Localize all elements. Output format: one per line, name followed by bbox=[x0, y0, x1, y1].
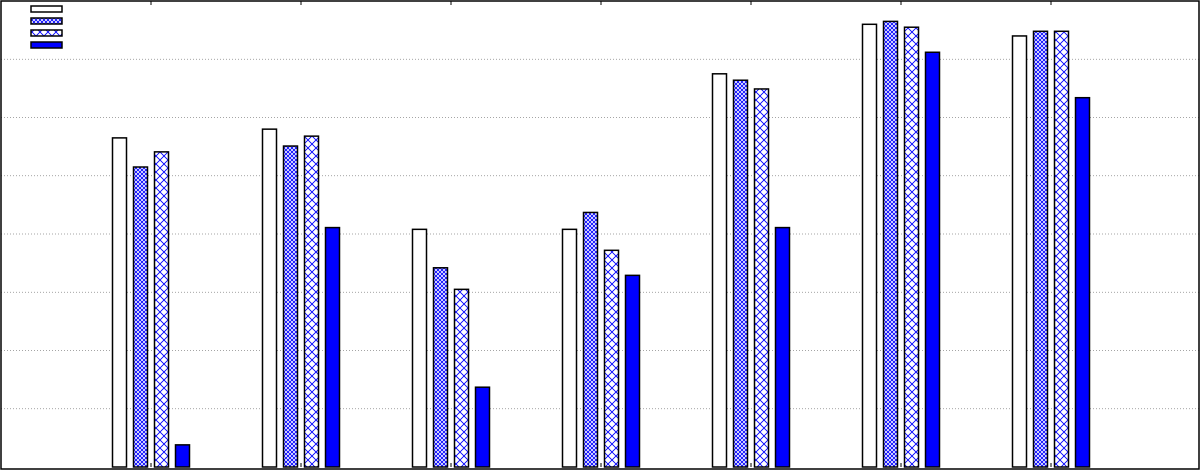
bar bbox=[624, 274, 641, 468]
legend-swatch bbox=[30, 41, 63, 49]
bar bbox=[474, 386, 491, 468]
legend-swatch bbox=[30, 29, 63, 37]
bar bbox=[153, 151, 170, 468]
bar bbox=[774, 226, 791, 468]
legend-swatch bbox=[30, 5, 63, 13]
bar bbox=[1074, 96, 1091, 468]
bar bbox=[924, 51, 941, 468]
bar bbox=[732, 79, 749, 468]
bar bbox=[453, 288, 470, 468]
bar bbox=[432, 267, 449, 468]
bar bbox=[903, 26, 920, 468]
bar bbox=[753, 88, 770, 468]
bar bbox=[303, 135, 320, 468]
bar bbox=[324, 226, 341, 468]
bar bbox=[603, 249, 620, 468]
bar bbox=[1053, 30, 1070, 468]
bar bbox=[282, 145, 299, 468]
bar bbox=[1011, 35, 1028, 468]
bar bbox=[711, 73, 728, 468]
bar bbox=[1032, 30, 1049, 468]
bar bbox=[861, 23, 878, 468]
bar bbox=[174, 444, 191, 468]
bar bbox=[132, 166, 149, 468]
bar bbox=[561, 228, 578, 468]
bar bbox=[582, 211, 599, 468]
bar bbox=[111, 137, 128, 468]
bar bbox=[411, 228, 428, 468]
bar bbox=[882, 20, 899, 468]
bar bbox=[261, 128, 278, 468]
legend-swatch bbox=[30, 17, 63, 25]
